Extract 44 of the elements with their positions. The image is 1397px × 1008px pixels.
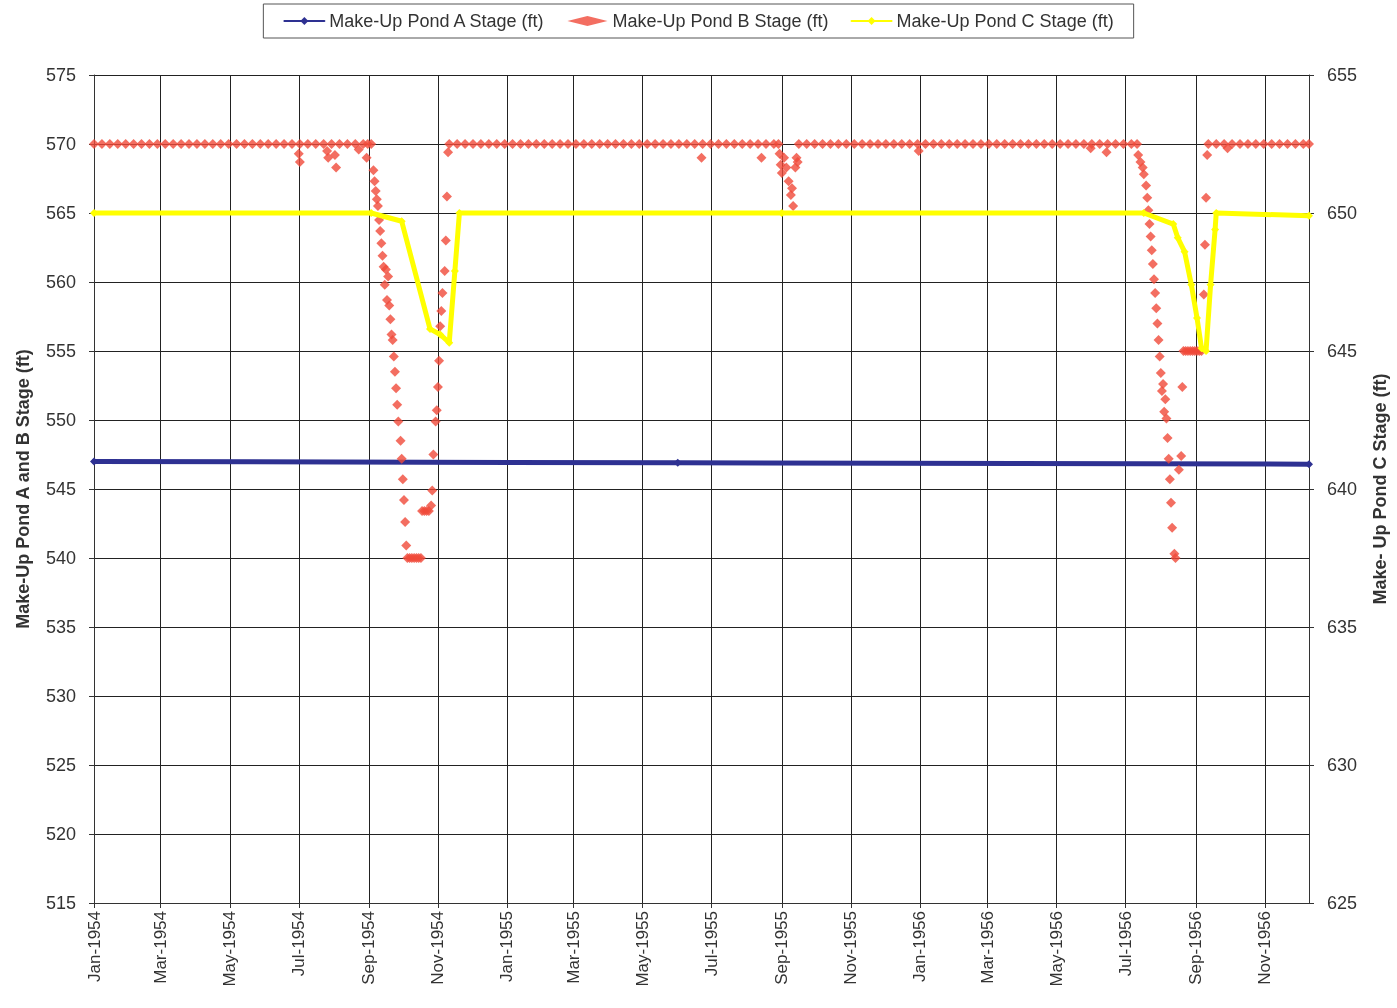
y-tick-label: 550: [45, 410, 76, 430]
legend-label: Make-Up Pond A Stage (ft): [329, 11, 544, 31]
y-tick-label: 515: [45, 893, 76, 913]
legend-label: Make-Up Pond C Stage (ft): [896, 11, 1114, 31]
x-tick-label: Sep-1955: [772, 911, 792, 985]
x-tick-label: Jul-1954: [289, 911, 309, 977]
x-tick-label: Jan-1955: [497, 911, 517, 982]
y2-tick-label: 645: [1327, 341, 1358, 361]
point: [436, 330, 445, 339]
y2-axis-title: Make- Up Pond C Stage (ft): [1370, 373, 1390, 605]
x-tick-label: Jul-1956: [1116, 911, 1136, 977]
y2-tick-label: 640: [1327, 479, 1358, 499]
x-tick-label: May-1954: [220, 911, 240, 987]
x-tick-label: Nov-1956: [1255, 911, 1275, 985]
y-tick-label: 535: [45, 617, 76, 637]
y2-tick-label: 630: [1327, 755, 1358, 775]
y-tick-label: 530: [45, 686, 76, 706]
y-tick-label: 575: [45, 65, 76, 85]
x-tick-label: Sep-1956: [1186, 911, 1206, 985]
x-tick-label: May-1955: [633, 911, 653, 987]
x-tick-label: Nov-1955: [841, 911, 861, 985]
x-tick-label: Mar-1954: [151, 911, 171, 984]
y-tick-label: 570: [45, 134, 76, 154]
y2-tick-label: 625: [1327, 893, 1358, 913]
y-tick-label: 555: [45, 341, 76, 361]
x-tick-label: Jan-1954: [84, 911, 104, 982]
x-tick-label: Jan-1956: [910, 911, 930, 982]
y-tick-label: 565: [45, 203, 76, 223]
x-tick-label: Jul-1955: [702, 911, 722, 977]
y-tick-label: 520: [45, 824, 76, 844]
x-tick-label: Sep-1954: [359, 911, 379, 985]
x-tick-label: Mar-1956: [978, 911, 998, 984]
y-tick-label: 525: [45, 755, 76, 775]
x-tick-label: Mar-1955: [564, 911, 584, 984]
y2-tick-label: 650: [1327, 203, 1358, 223]
y-axis-title: Make-Up Pond A and B Stage (ft): [13, 349, 33, 629]
legend-label: Make-Up Pond B Stage (ft): [612, 11, 829, 31]
y2-tick-label: 655: [1327, 65, 1358, 85]
y-tick-label: 545: [45, 479, 76, 499]
y-tick-label: 540: [45, 548, 76, 568]
x-tick-label: May-1956: [1047, 911, 1067, 987]
y2-tick-label: 635: [1327, 617, 1358, 637]
y-tick-label: 560: [45, 272, 76, 292]
x-tick-label: Nov-1954: [428, 911, 448, 985]
